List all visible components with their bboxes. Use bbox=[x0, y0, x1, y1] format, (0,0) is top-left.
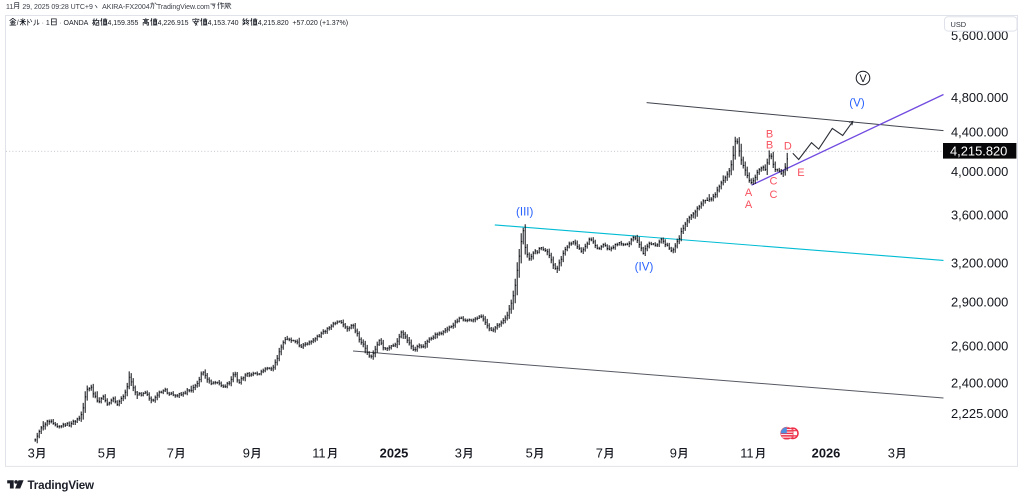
svg-text:5,600.000: 5,600.000 bbox=[951, 28, 1008, 43]
svg-text:TradingView: TradingView bbox=[27, 478, 95, 491]
svg-text:2,600.000: 2,600.000 bbox=[951, 339, 1008, 354]
svg-text:2025: 2025 bbox=[380, 446, 409, 461]
svg-text:9: 9 bbox=[243, 446, 250, 461]
svg-text:(III): (III) bbox=[516, 206, 534, 219]
svg-text:2,225.000: 2,225.000 bbox=[951, 406, 1008, 421]
svg-text:E: E bbox=[797, 167, 804, 179]
svg-text:4,400.000: 4,400.000 bbox=[951, 125, 1008, 140]
svg-text:11: 11 bbox=[312, 446, 325, 461]
svg-text:2,400.000: 2,400.000 bbox=[951, 375, 1008, 390]
svg-text:C: C bbox=[770, 175, 778, 187]
svg-text:4,000.000: 4,000.000 bbox=[951, 164, 1008, 179]
svg-text:(IV): (IV) bbox=[635, 261, 654, 274]
svg-text:C: C bbox=[770, 189, 778, 201]
svg-text:A: A bbox=[745, 199, 753, 211]
svg-text:4,215.820: 4,215.820 bbox=[950, 143, 1007, 158]
svg-text:V: V bbox=[859, 73, 867, 85]
svg-text:5: 5 bbox=[526, 446, 533, 461]
svg-text:B: B bbox=[766, 128, 773, 140]
svg-text:3,600.000: 3,600.000 bbox=[951, 208, 1008, 223]
svg-text:7: 7 bbox=[596, 446, 603, 461]
svg-text:9: 9 bbox=[670, 446, 677, 461]
svg-text:D: D bbox=[784, 140, 792, 152]
svg-text:4,800.000: 4,800.000 bbox=[951, 90, 1008, 105]
svg-text:7: 7 bbox=[167, 446, 174, 461]
svg-text:(V): (V) bbox=[849, 97, 865, 110]
svg-text:2,900.000: 2,900.000 bbox=[951, 295, 1008, 310]
svg-text:3: 3 bbox=[455, 446, 462, 461]
svg-text:3,200.000: 3,200.000 bbox=[951, 256, 1008, 271]
svg-text:B: B bbox=[766, 140, 773, 152]
svg-text:USD: USD bbox=[951, 20, 967, 29]
svg-text:11: 11 bbox=[740, 446, 753, 461]
svg-text:3: 3 bbox=[28, 446, 35, 461]
svg-text:5: 5 bbox=[98, 446, 105, 461]
svg-text:A: A bbox=[745, 187, 753, 199]
svg-text:3: 3 bbox=[888, 446, 895, 461]
svg-text:2026: 2026 bbox=[812, 446, 841, 461]
